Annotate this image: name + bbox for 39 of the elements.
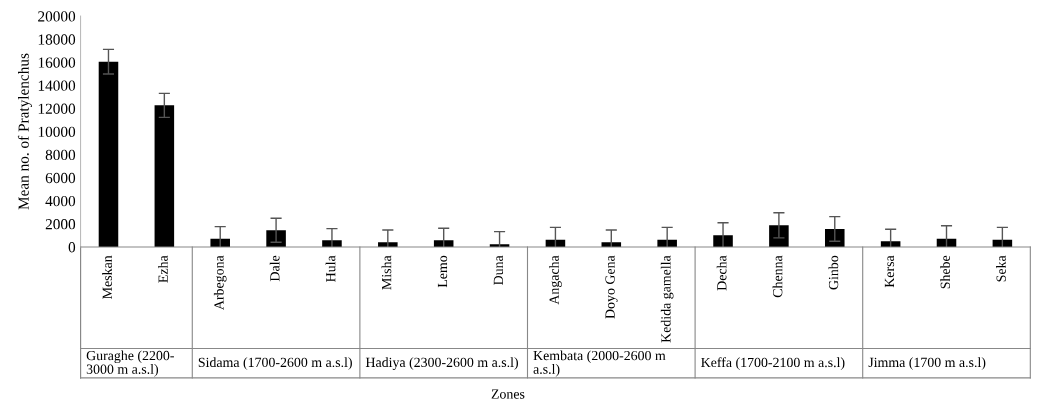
x-tick-label: Misha — [381, 255, 392, 290]
y-tick-label: 6000 — [45, 172, 76, 184]
y-tick-label: 12000 — [38, 103, 76, 114]
y-tick-label: 16000 — [38, 57, 76, 68]
y-tick-label: 18000 — [38, 34, 76, 45]
y-tick-label: 4000 — [45, 195, 76, 207]
x-tick-label: Doyo Gena — [605, 255, 618, 319]
x-tick-label: Chenna — [772, 255, 783, 298]
bar — [98, 61, 119, 247]
x-tick-label: Duna — [493, 255, 504, 285]
x-tick-label: Seka — [996, 255, 1006, 282]
y-tick-label: 14000 — [38, 80, 76, 91]
bar — [154, 105, 175, 247]
x-tick-label: Kersa — [884, 255, 895, 288]
text: Keffa (1700-2100 m a.s.l) — [701, 357, 845, 370]
x-tick-label: Lemo — [437, 255, 448, 288]
text: Jimma (1700 m a.s.l) — [868, 357, 986, 370]
text: Sidama (1700-2600 m a.s.l) — [198, 357, 352, 370]
x-tick-label: Angacha — [549, 255, 562, 305]
y-axis-title: Mean no. of Pratylenchus — [17, 53, 32, 210]
x-tick-label: Ginbo — [828, 255, 839, 290]
y-tick-label: 20000 — [38, 11, 76, 22]
y-tick-label: 2000 — [45, 219, 76, 230]
y-tick-label: 8000 — [45, 149, 76, 161]
x-tick-label: Decha — [716, 255, 727, 291]
x-tick-label: Kedida gamella — [660, 255, 674, 343]
text: Guraghe (2200-3000 m a.s.l) — [86, 350, 174, 377]
x-axis-title: Zones — [491, 389, 525, 399]
x-tick-label: Meskan — [102, 255, 112, 299]
text: Kembata (2000-2600 m a.s.l) — [533, 350, 666, 377]
x-tick-label: Hula — [325, 255, 336, 282]
x-tick-label: Arbegona — [213, 255, 227, 310]
x-tick-label: Ezha — [158, 255, 168, 283]
bar — [824, 228, 845, 247]
x-tick-label: Shebe — [940, 255, 950, 289]
text: Hadiya (2300-2600 m a.s.l) — [365, 357, 518, 370]
y-tick-label: 10000 — [38, 126, 76, 137]
y-tick-label: 0 — [68, 242, 76, 253]
x-tick-label: Dale — [269, 255, 280, 282]
